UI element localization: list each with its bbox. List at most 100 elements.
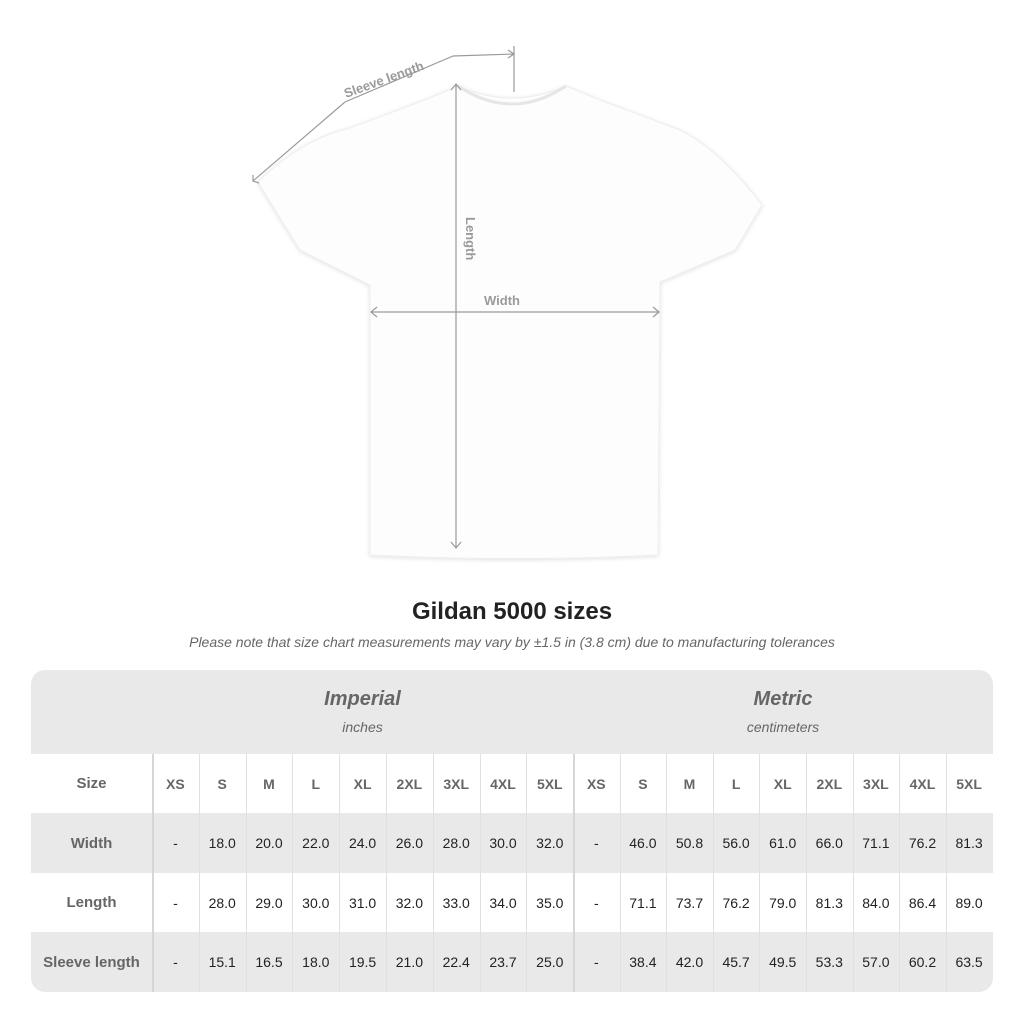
metric-size-header: L	[731, 775, 741, 792]
imperial-value-cell: -	[173, 954, 178, 970]
imperial-value-cell: 19.5	[348, 954, 377, 970]
row-label: Sleeve length	[43, 953, 140, 971]
imperial-value-cell: 33.0	[442, 894, 470, 911]
sleeve-line-a	[252, 101, 346, 182]
metric-value-cell: 71.1	[862, 835, 890, 851]
imperial-size-header: XL	[353, 775, 372, 792]
imperial-value-cell: 23.7	[489, 954, 517, 970]
metric-value-cell: 89.0	[955, 894, 983, 911]
column-divider	[852, 754, 854, 992]
imperial-size-header: 5XL	[536, 775, 563, 792]
metric-size-header: XL	[773, 775, 792, 792]
column-divider	[899, 754, 901, 992]
metric-value-cell: 76.2	[722, 894, 750, 911]
column-divider	[945, 754, 947, 992]
size-table: Imperial inches Metric centimeters Size X…	[31, 670, 993, 992]
imperial-size-header: XS	[166, 775, 185, 792]
column-divider	[712, 754, 714, 992]
metric-value-cell: 49.5	[769, 954, 797, 970]
column-divider	[339, 754, 341, 992]
metric-value-cell: 42.0	[675, 954, 704, 970]
sleeve-length-label: Sleeve length	[342, 58, 426, 101]
metric-value-cell: 53.3	[815, 954, 843, 970]
imperial-value-cell: 25.0	[536, 954, 564, 970]
metric-value-cell: 79.0	[769, 894, 797, 911]
metric-value-cell: 50.8	[675, 835, 704, 851]
width-label: Width	[484, 293, 520, 308]
column-divider	[666, 754, 668, 992]
imperial-value-cell: 30.0	[302, 894, 330, 911]
row-label: Size	[76, 775, 107, 792]
imperial-group: Imperial inches	[152, 688, 573, 735]
imperial-value-cell: -	[173, 894, 178, 911]
metric-size-header: M	[683, 775, 696, 792]
metric-value-cell: 86.4	[908, 894, 937, 911]
metric-size-header: 2XL	[816, 775, 843, 792]
metric-unit: centimeters	[746, 719, 820, 735]
table-row: Size XS XS S S M M L L XL XL 2XL 2XL 3XL 3XL 4XL 4XL 5XL 5…	[31, 754, 993, 813]
imperial-value-cell: 24.0	[348, 835, 377, 851]
imperial-size-header: L	[311, 775, 321, 792]
metric-value-cell: 84.0	[862, 894, 890, 911]
column-divider	[292, 754, 294, 992]
imperial-size-header: 4XL	[490, 775, 516, 792]
column-divider	[619, 754, 621, 992]
imperial-value-cell: 20.0	[255, 835, 283, 851]
metric-size-header: XS	[586, 775, 606, 792]
column-divider	[573, 754, 575, 992]
metric-size-header: 4XL	[909, 775, 936, 792]
metric-value-cell: 76.2	[908, 835, 937, 851]
metric-value-cell: -	[593, 894, 599, 911]
table-header: Imperial inches Metric centimeters	[31, 670, 993, 754]
imperial-value-cell: 18.0	[208, 835, 236, 851]
imperial-value-cell: 32.0	[536, 835, 564, 851]
imperial-size-header: 3XL	[443, 775, 470, 792]
metric-title: Metric	[753, 688, 813, 710]
table-row: Length - - 28.0 71.1 29.0 73.7 30.0 76.2 31.0 79.0…	[31, 873, 993, 932]
imperial-value-cell: 22.4	[442, 954, 470, 970]
column-divider	[759, 754, 761, 992]
imperial-unit: inches	[342, 719, 383, 735]
imperial-value-cell: 34.0	[489, 894, 517, 911]
imperial-value-cell: 15.1	[208, 954, 236, 970]
column-divider	[245, 754, 247, 992]
column-divider	[479, 754, 481, 992]
tshirt-diagram: Sleeve length Length Width	[252, 46, 763, 559]
column-divider	[806, 754, 807, 992]
metric-value-cell: -	[593, 954, 599, 970]
imperial-value-cell: 31.0	[348, 894, 377, 911]
row-label: Width	[70, 834, 113, 852]
metric-group: Metric centimeters	[573, 688, 993, 735]
column-divider	[152, 754, 154, 992]
imperial-value-cell: 30.0	[489, 835, 517, 851]
imperial-title: Imperial	[324, 688, 401, 710]
metric-value-cell: 46.0	[629, 835, 657, 851]
metric-size-header: 5XL	[956, 775, 982, 792]
column-divider	[432, 754, 434, 992]
metric-value-cell: 61.0	[769, 835, 797, 851]
metric-value-cell: 66.0	[815, 835, 843, 851]
imperial-size-header: S	[217, 775, 227, 792]
metric-value-cell: 81.3	[815, 894, 843, 911]
imperial-value-cell: 28.0	[442, 835, 470, 851]
metric-value-cell: -	[593, 835, 599, 851]
metric-value-cell: 56.0	[722, 835, 750, 851]
imperial-size-header: 2XL	[396, 775, 423, 792]
metric-value-cell: 38.4	[629, 954, 657, 970]
metric-value-cell: 81.3	[955, 835, 983, 851]
column-divider	[386, 754, 387, 992]
row-label: Length	[66, 894, 117, 911]
metric-value-cell: 71.1	[629, 894, 657, 911]
metric-value-cell: 63.5	[955, 954, 983, 970]
imperial-value-cell: 16.5	[255, 954, 283, 970]
imperial-size-header: M	[263, 775, 275, 792]
imperial-value-cell: 22.0	[302, 835, 330, 851]
table-row: Sleeve length - - 15.1 38.4 16.5 42.0 18.0 45.7 1…	[31, 932, 993, 992]
imperial-value-cell: 32.0	[395, 894, 424, 911]
imperial-value-cell: 28.0	[208, 894, 236, 911]
imperial-value-cell: 26.0	[395, 835, 424, 851]
imperial-value-cell: 18.0	[302, 954, 330, 970]
column-divider	[526, 754, 528, 992]
column-divider	[198, 754, 200, 992]
tshirt-shape	[257, 85, 763, 559]
